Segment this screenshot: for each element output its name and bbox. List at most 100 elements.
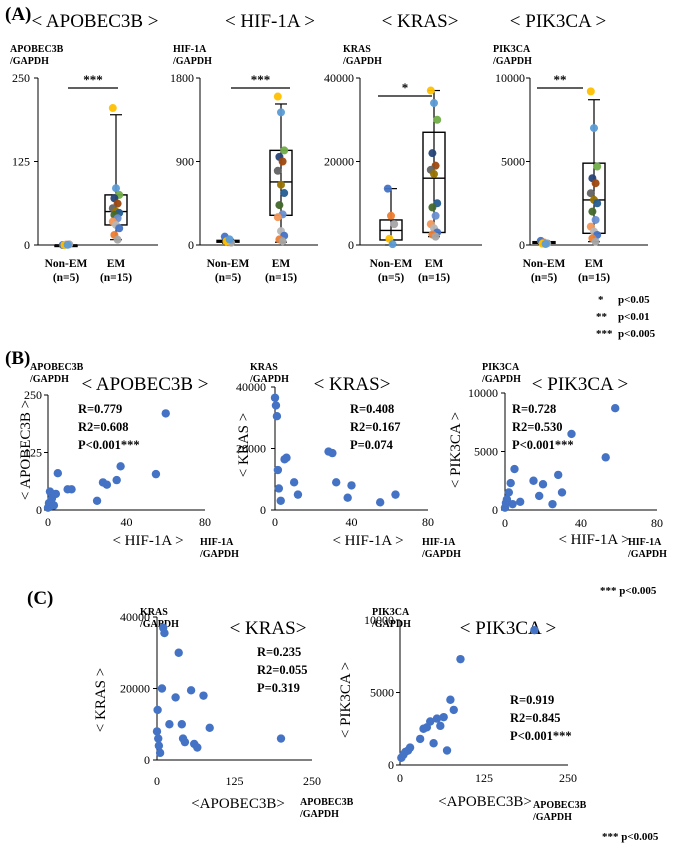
data-point	[193, 743, 202, 752]
data-point	[332, 478, 341, 487]
chart-c1: (C) < KRAS> KRAS/GAPDH 0 20000 40000 0 125 250 <A…	[27, 588, 354, 820]
x-unit-label: HIF-1A/GAPDH	[421, 537, 461, 560]
data-point	[161, 409, 170, 418]
y-axis-title: < KRAS >	[236, 413, 252, 477]
data-point	[430, 99, 438, 108]
stat-line: R2=0.530	[512, 420, 563, 434]
x-tick-label: 250	[303, 774, 321, 788]
data-point	[415, 734, 425, 744]
data-point	[108, 104, 117, 113]
x-axis-title: < HIF-1A >	[112, 533, 183, 549]
x-unit-label: HIF-1A/GAPDH	[199, 537, 239, 560]
data-point	[160, 628, 169, 638]
category-label: Non-EM	[45, 258, 88, 270]
data-point	[428, 203, 437, 212]
data-point	[152, 727, 162, 736]
y-tick-label: 0	[492, 503, 498, 517]
chart-title: < KRAS>	[382, 11, 459, 32]
group-size-label: (n=5)	[378, 272, 405, 284]
data-point	[431, 232, 440, 241]
chart-title: < APOBEC3B >	[31, 11, 158, 32]
y-axis-title: < PIK3CA >	[448, 412, 464, 488]
x-tick-label: 250	[559, 771, 577, 785]
data-point	[510, 464, 519, 474]
data-point	[426, 86, 435, 95]
x-tick-label: 40	[121, 515, 133, 529]
stat-line: R2=0.167	[350, 420, 401, 434]
y-tick-label: 20000	[236, 442, 266, 456]
category-label: EM	[107, 258, 126, 270]
x-tick-label: 80	[199, 515, 211, 529]
chart-title: < PIK3CA >	[510, 11, 606, 32]
data-point	[449, 705, 458, 715]
y-unit-label: KRAS/GAPDH	[249, 362, 289, 385]
data-point	[548, 499, 557, 509]
x-tick-label: 0	[272, 515, 278, 529]
x-tick-label: 40	[346, 515, 358, 529]
y-unit-label: KRAS/GAPDH	[342, 44, 382, 67]
group-size-label: (n=15)	[578, 272, 610, 284]
data-point	[112, 184, 120, 193]
stat-line: R2=0.608	[78, 420, 129, 434]
panel-label: (A)	[5, 4, 31, 25]
data-point	[504, 488, 513, 497]
data-point	[116, 462, 125, 471]
y-tick-label: 0	[36, 503, 42, 517]
data-point	[153, 705, 162, 715]
stat-line: R2=0.055	[257, 663, 308, 677]
y-tick-label: 250	[12, 71, 30, 85]
y-unit-label: APOBEC3B/GAPDH	[29, 362, 84, 385]
chart-c2: < PIK3CA > PIK3CA/GAPDH 0 5000 10000 0 125 250 <…	[338, 607, 587, 823]
data-point	[199, 691, 208, 700]
data-point	[591, 179, 600, 188]
legend-star1-text: p<0.05	[618, 294, 650, 306]
footnote-c: *** p<0.005	[602, 831, 659, 843]
data-point	[586, 87, 595, 96]
data-point	[442, 746, 452, 755]
chart-a2: < HIF-1A > HIF-1A/GAPDH 0 900 1800 Non-EM (n=5…	[170, 11, 318, 284]
group-size-label: (n=5)	[53, 272, 80, 284]
data-point	[174, 648, 183, 657]
data-point	[225, 235, 234, 244]
data-point	[273, 465, 283, 475]
y-tick-label: 0	[260, 503, 266, 517]
data-point	[428, 149, 437, 158]
group-size-label: (n=15)	[418, 272, 450, 284]
data-point	[49, 501, 59, 510]
x-axis-title: <APOBEC3B>	[438, 794, 532, 810]
footnote-b: *** p<0.005	[600, 585, 657, 597]
data-point	[439, 712, 448, 722]
x-tick-label: 80	[422, 515, 434, 529]
y-tick-label: 0	[188, 238, 194, 252]
data-point	[567, 429, 576, 439]
data-point	[506, 478, 515, 488]
group-size-label: (n=5)	[215, 272, 242, 284]
data-point	[63, 240, 72, 249]
group-size-label: (n=5)	[531, 272, 558, 284]
x-tick-label: 40	[575, 516, 587, 530]
data-point	[433, 115, 442, 124]
data-point	[516, 497, 525, 507]
data-point	[456, 654, 465, 664]
data-point	[280, 146, 289, 155]
category-label: EM	[272, 258, 291, 270]
stat-line: R=0.235	[257, 645, 301, 659]
y-unit-label: KRAS/GAPDH	[139, 607, 179, 630]
y-tick-label: 1800	[170, 71, 194, 85]
data-point	[554, 470, 563, 480]
data-point	[92, 496, 102, 505]
chart-b3: < PIK3CA > PIK3CA/GAPDH 0 5000 10000 0 40 80 < H…	[448, 362, 667, 560]
x-unit-label: HIF-1A/GAPDH	[627, 537, 667, 560]
data-point	[154, 741, 164, 750]
y-tick-label: 40000	[236, 380, 266, 394]
data-point	[557, 488, 567, 497]
chart-b2: < KRAS> KRAS/GAPDH 0 20000 40000 0 40 80 < HIF-1…	[236, 362, 461, 560]
data-point	[538, 480, 548, 489]
stat-line: R=0.919	[510, 693, 554, 707]
data-point	[431, 211, 440, 220]
x-unit-label: APOBEC3B/GAPDH	[532, 800, 587, 823]
y-tick-label: 10000	[468, 386, 498, 400]
data-point	[157, 684, 167, 693]
panel-label: (B)	[5, 348, 30, 369]
significance-stars: ***	[83, 72, 103, 87]
